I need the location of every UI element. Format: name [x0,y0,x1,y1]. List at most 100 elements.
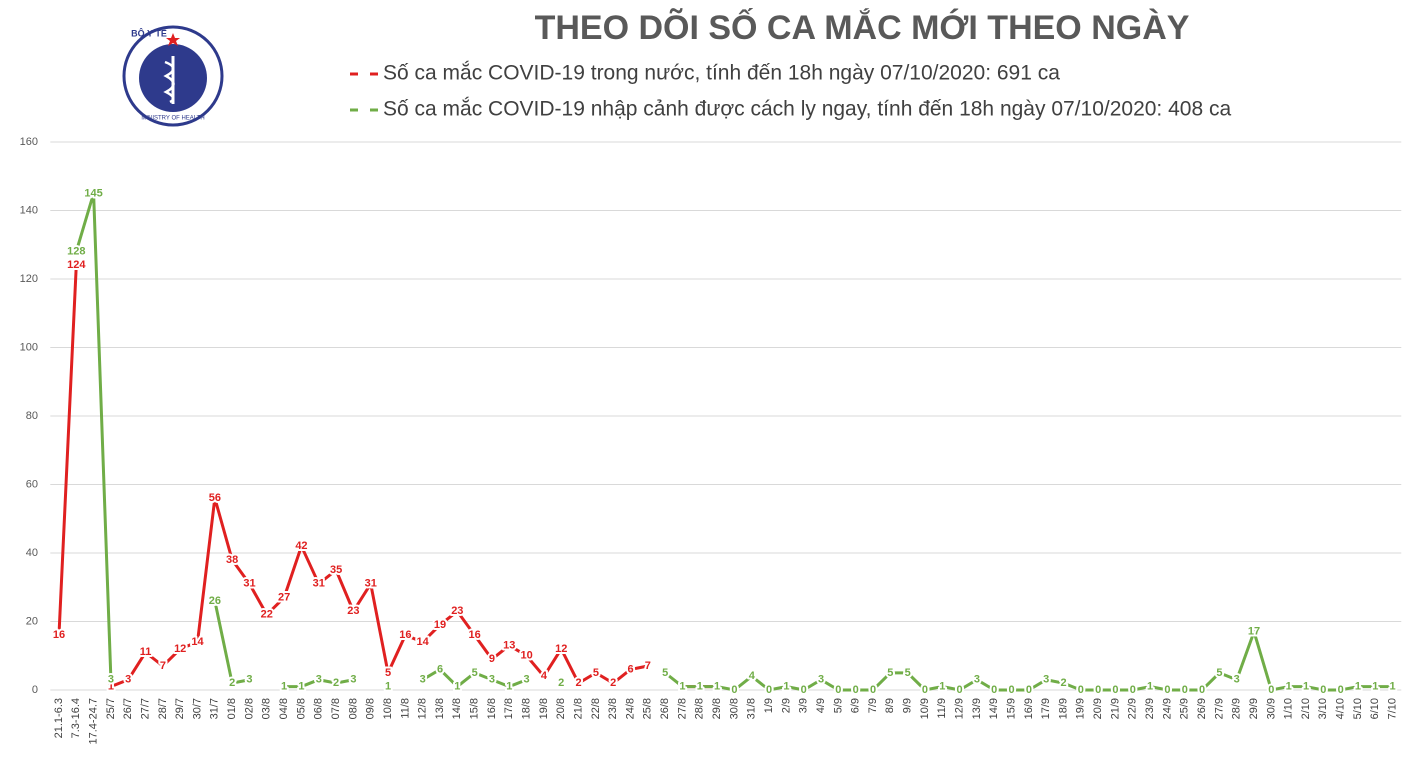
x-tick-label: 27/8 [676,698,688,719]
data-label: 5 [593,667,599,679]
data-label: 1 [1286,680,1292,692]
data-label: 0 [1268,684,1274,696]
x-tick-label: 22/8 [590,698,602,719]
data-label: 31 [243,578,255,590]
x-tick-label: 26/8 [659,698,671,719]
x-tick-label: 07/8 [330,698,342,719]
x-tick-label: 30/8 [728,698,740,719]
data-label: 38 [226,554,238,566]
x-tick-label: 09/8 [365,698,377,719]
x-tick-label: 22/9 [1127,698,1139,719]
x-tick-label: 28/7 [157,698,169,719]
data-label: 14 [417,636,430,648]
chart-title: THEO DÕI SỐ CA MẮC MỚI THEO NGÀY [535,8,1190,47]
x-tick-label: 6/9 [850,698,862,713]
data-label: 0 [1095,684,1101,696]
data-label: 1 [454,680,460,692]
x-tick-label: 7/10 [1387,698,1399,719]
data-label: 4 [541,670,548,682]
data-label: 7 [160,660,166,672]
data-label: 17 [1248,626,1260,638]
x-tick-label: 14/9 [988,698,1000,719]
data-label: 0 [835,684,841,696]
x-tick-label: 01/8 [226,698,238,719]
x-tick-label: 25/8 [642,698,654,719]
x-tick-label: 21/9 [1109,698,1121,719]
data-label: 1 [697,680,703,692]
data-label: 3 [125,674,131,686]
data-label: 1 [714,680,720,692]
data-label: 31 [365,578,377,590]
x-tick-label: 2/9 [780,698,792,713]
x-tick-label: 5/10 [1352,698,1364,719]
x-tick-label: 03/8 [261,698,273,719]
logo-bottom: MINISTRY OF HEALTH [141,116,204,122]
x-tick-label: 21/8 [572,698,584,719]
x-tick-label: 29/7 [174,698,186,719]
data-label: 6 [437,663,443,675]
data-label: 1 [679,680,685,692]
data-label: 13 [503,639,515,651]
data-label: 3 [316,674,322,686]
data-label: 1 [679,680,685,692]
x-tick-label: 6/10 [1369,698,1381,719]
x-tick-label: 28/8 [694,698,706,719]
x-tick-label: 7.3-16.4 [70,698,82,738]
x-tick-label: 11/9 [936,698,948,719]
data-label: 3 [1234,674,1240,686]
y-tick-label: 140 [20,204,38,216]
data-label: 56 [209,492,221,504]
data-label: 0 [853,684,859,696]
data-label: 42 [295,540,307,552]
x-tick-label: 27/7 [139,698,151,719]
y-tick-label: 80 [26,410,38,422]
data-label: 1 [1390,680,1396,692]
data-label: 26 [209,595,221,607]
data-label: 0 [922,684,928,696]
data-label: 16 [399,629,411,641]
x-tick-label: 02/8 [243,698,255,719]
x-tick-label: 5/9 [832,698,844,713]
data-label: 5 [905,667,911,679]
data-label: 3 [246,674,252,686]
x-tick-label: 06/8 [313,698,325,719]
x-tick-label: 27/9 [1213,698,1225,719]
x-tick-label: 9/9 [902,698,914,713]
data-label: 1 [939,680,945,692]
y-tick-label: 60 [26,478,38,490]
data-label: 31 [313,578,325,590]
data-label: 0 [991,684,997,696]
data-label: 3 [350,674,356,686]
data-label: 0 [1164,684,1170,696]
data-label: 1 [298,680,304,692]
x-tick-label: 23/9 [1144,698,1156,719]
data-label: 3 [489,674,495,686]
x-tick-label: 14/8 [451,698,463,719]
data-label: 1 [714,680,720,692]
data-label: 124 [67,259,86,271]
data-label: 1 [783,680,789,692]
x-tick-label: 4/10 [1335,698,1347,719]
x-tick-label: 17/9 [1040,698,1052,719]
data-label: 3 [1043,674,1049,686]
x-tick-label: 26/7 [122,698,134,719]
data-label: 1 [385,680,391,692]
data-label: 0 [1130,684,1136,696]
x-tick-label: 08/8 [347,698,359,719]
data-label: 0 [1182,684,1188,696]
x-tick-label: 21.1-6.3 [53,698,65,738]
data-label: 16 [469,629,481,641]
data-label: 4 [749,670,756,682]
data-label: 0 [870,684,876,696]
data-label: 1 [1372,680,1378,692]
legend-label: Số ca mắc COVID-19 trong nước, tính đến … [383,62,1060,85]
data-label: 2 [333,677,339,689]
data-label: 35 [330,564,342,576]
data-label: 7 [645,660,651,672]
data-label: 6 [627,663,633,675]
data-label: 1 [108,680,114,692]
data-label: 0 [1026,684,1032,696]
x-tick-label: 29/9 [1248,698,1260,719]
data-label: 27 [278,591,290,603]
